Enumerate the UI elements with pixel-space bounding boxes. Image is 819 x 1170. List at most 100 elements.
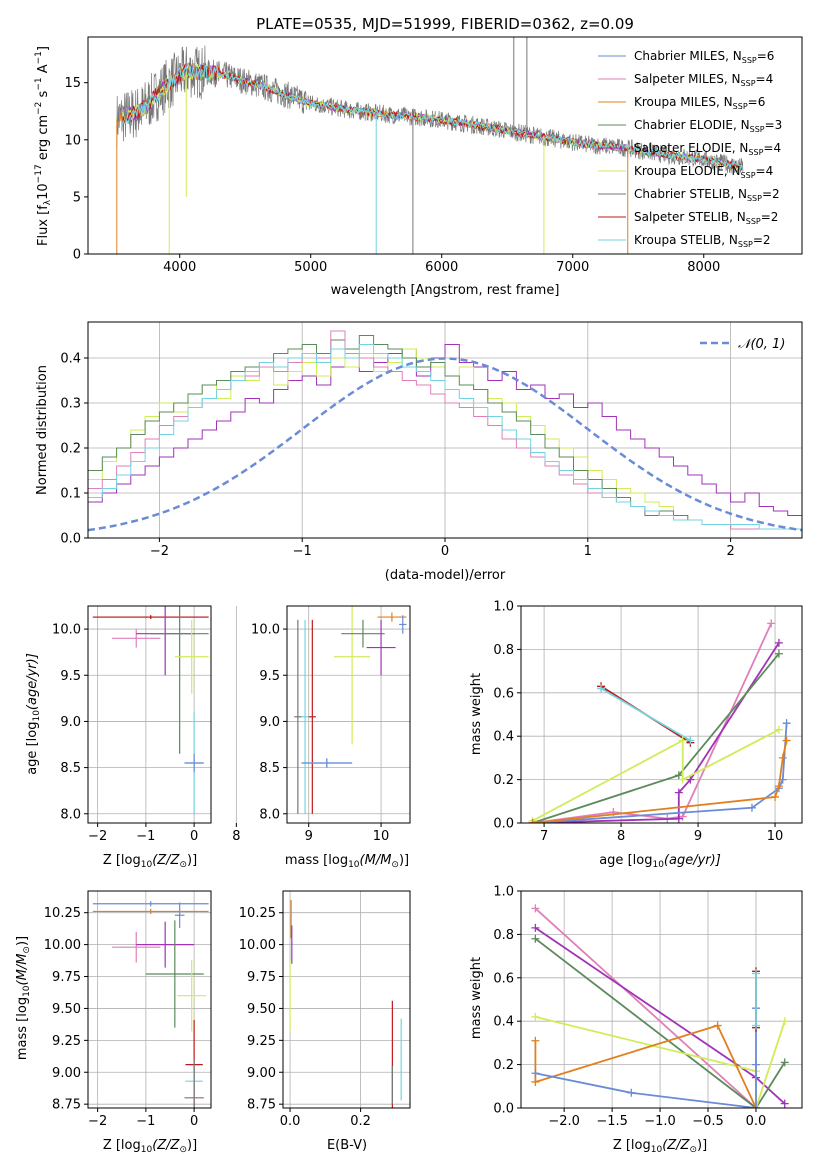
weight-point-marker bbox=[751, 1104, 760, 1108]
spectrum-plot-area bbox=[116, 37, 744, 254]
y-tick-label: 10.25 bbox=[44, 906, 81, 921]
y-tick-label: 0.6 bbox=[493, 971, 514, 986]
age-vs-metallicity-x-label: Z [log10(Z/Z⊙)] bbox=[103, 853, 197, 870]
mass-vs-extinction-plot-area bbox=[289, 899, 402, 1108]
weight-vs-metallicity-y-ticks: 0.0 0.2 0.4 0.6 0.8 1.0 bbox=[493, 885, 521, 1117]
age-vs-mass-x-label: mass [log10(M/M⊙)] bbox=[285, 853, 409, 870]
y-tick-label: 10.00 bbox=[44, 938, 81, 953]
y-tick-label: 8.0 bbox=[60, 807, 81, 822]
y-tick-label: 9.25 bbox=[52, 1034, 81, 1049]
x-tick-label: 0.2 bbox=[350, 1114, 371, 1129]
age-vs-mass-y-ticks: 8.0 8.5 9.0 9.5 10.0 bbox=[251, 623, 287, 822]
weight-vs-age-y-label: mass weight bbox=[469, 673, 484, 755]
weight-vs-age-x-ticks: 7 8 9 10 bbox=[540, 823, 783, 844]
weight-point-marker bbox=[751, 1060, 760, 1069]
age-vs-mass-grid bbox=[235, 606, 410, 823]
residuals-y-ticks: 0.0 0.1 0.2 0.3 0.4 bbox=[60, 352, 88, 547]
x-tick-label: 7000 bbox=[556, 260, 589, 275]
y-tick-label: 8.75 bbox=[247, 1098, 276, 1113]
y-tick-label: 0.3 bbox=[60, 397, 81, 412]
y-tick-label: 0.1 bbox=[60, 487, 81, 502]
legend-label: Kroupa MILES, NSSP=6 bbox=[634, 95, 765, 111]
y-tick-label: 0.0 bbox=[493, 817, 514, 832]
weight-point-marker bbox=[771, 792, 780, 801]
legend-label: 𝒩(0, 1) bbox=[738, 337, 785, 352]
weight-vs-age-panel: 7 8 9 10 0.0 0.2 0.4 0.6 0.8 1.0 age [log10(age/… bbox=[469, 600, 803, 870]
y-tick-label: 0.4 bbox=[60, 352, 81, 367]
y-tick-label: 0.6 bbox=[493, 686, 514, 701]
mass-vs-metallicity-frame bbox=[87, 890, 212, 1109]
weight-point-marker bbox=[678, 736, 687, 745]
weight-point-marker bbox=[531, 1012, 540, 1021]
residuals-x-ticks: −2 −1 0 1 2 bbox=[150, 538, 735, 559]
weight-vs-metallicity-x-ticks: −2.0 −1.5 −1.0 −0.5 0.0 bbox=[548, 1108, 766, 1129]
weight-point-marker bbox=[528, 819, 537, 823]
x-tick-label: −1 bbox=[136, 829, 155, 844]
spectrum-legend: Chabrier MILES, NSSP=6 Salpeter MILES, NS… bbox=[598, 49, 782, 249]
legend-label: Kroupa ELODIE, NSSP=4 bbox=[634, 164, 773, 180]
weight-vs-metallicity-y-label: mass weight bbox=[469, 957, 484, 1039]
weight-point-marker bbox=[686, 775, 695, 784]
age-vs-metallicity-y-ticks: 8.0 8.5 9.0 9.5 10.0 bbox=[52, 623, 88, 822]
x-tick-label: −2 bbox=[150, 544, 169, 559]
weight-point-marker bbox=[627, 1088, 636, 1097]
weight-series-line bbox=[534, 937, 786, 1108]
weight-point-marker bbox=[531, 1077, 540, 1086]
y-tick-label: 15 bbox=[64, 76, 81, 91]
x-tick-label: −1 bbox=[136, 1114, 155, 1129]
age-vs-metallicity-y-label: age [log10(age/yr)] bbox=[25, 653, 42, 775]
x-tick-label: −1.5 bbox=[596, 1114, 628, 1129]
x-tick-label: 0.0 bbox=[280, 1114, 301, 1129]
y-tick-label: 1.0 bbox=[493, 600, 514, 615]
x-tick-label: 0 bbox=[190, 829, 198, 844]
weight-point-marker bbox=[531, 904, 540, 913]
weight-vs-age-frame bbox=[520, 605, 803, 824]
weight-point-marker bbox=[747, 803, 756, 812]
residuals-y-label: Normed distribution bbox=[35, 365, 50, 495]
age-vs-mass-plot-area bbox=[294, 606, 407, 814]
y-tick-label: 8.0 bbox=[259, 807, 280, 822]
normal-curve bbox=[88, 357, 802, 532]
x-tick-label: 9 bbox=[694, 829, 702, 844]
spectrum-frame bbox=[87, 36, 803, 255]
weight-point-marker bbox=[751, 1021, 760, 1030]
mass-vs-metallicity-grid bbox=[88, 891, 211, 1108]
legend-label: Kroupa STELIB, NSSP=2 bbox=[634, 233, 771, 249]
y-tick-label: 9.00 bbox=[52, 1066, 81, 1081]
y-tick-label: 9.50 bbox=[247, 1002, 276, 1017]
x-tick-label: 5000 bbox=[294, 260, 327, 275]
x-tick-label: 10 bbox=[373, 829, 390, 844]
age-vs-mass-x-ticks: 8 9 10 bbox=[232, 823, 389, 844]
age-vs-metallicity-grid bbox=[88, 606, 211, 823]
residuals-plot-area bbox=[88, 330, 802, 532]
mass-vs-metallicity-x-ticks: −2 −1 0 bbox=[88, 1108, 198, 1129]
mass-vs-metallicity-plot-area bbox=[92, 901, 209, 1108]
weight-point-marker bbox=[674, 814, 683, 823]
x-tick-label: −1 bbox=[293, 544, 312, 559]
spectrum-x-label: wavelength [Angstrom, rest frame] bbox=[331, 283, 560, 298]
x-tick-label: 0 bbox=[441, 544, 449, 559]
age-vs-mass-panel: 8 9 10 8.0 8.5 9.0 9.5 10.0 mass [log10(M/M⊙)] bbox=[232, 605, 411, 870]
weight-point-marker bbox=[782, 736, 791, 745]
weight-point-marker bbox=[778, 753, 787, 762]
y-tick-label: 9.25 bbox=[247, 1034, 276, 1049]
spectrum-y-label: Flux [fλ10−17 erg cm−2 s−1 A−1] bbox=[34, 46, 53, 246]
weight-point-marker bbox=[774, 725, 783, 734]
age-vs-metallicity-plot-area bbox=[92, 606, 209, 814]
weight-point-marker bbox=[780, 1058, 789, 1067]
weight-point-marker bbox=[597, 684, 606, 693]
age-vs-metallicity-panel: −2 −1 0 8.0 8.5 9.0 9.5 10.0 Z [log10(Z/Z⊙)] a… bbox=[25, 605, 212, 870]
y-tick-label: 8.5 bbox=[259, 761, 280, 776]
weight-point-marker bbox=[674, 788, 683, 797]
y-tick-label: 9.5 bbox=[60, 669, 81, 684]
x-tick-label: −1.0 bbox=[644, 1114, 676, 1129]
histogram-series bbox=[88, 348, 802, 530]
weight-vs-age-grid bbox=[521, 605, 802, 824]
residuals-legend: 𝒩(0, 1) bbox=[700, 337, 785, 352]
weight-series-line bbox=[532, 728, 780, 822]
y-tick-label: 0.2 bbox=[60, 442, 81, 457]
weight-vs-metallicity-x-label: Z [log10(Z/Z⊙)] bbox=[613, 1138, 707, 1155]
x-tick-label: 6000 bbox=[425, 260, 458, 275]
y-tick-label: 0.0 bbox=[493, 1102, 514, 1117]
age-vs-metallicity-frame bbox=[87, 605, 212, 824]
